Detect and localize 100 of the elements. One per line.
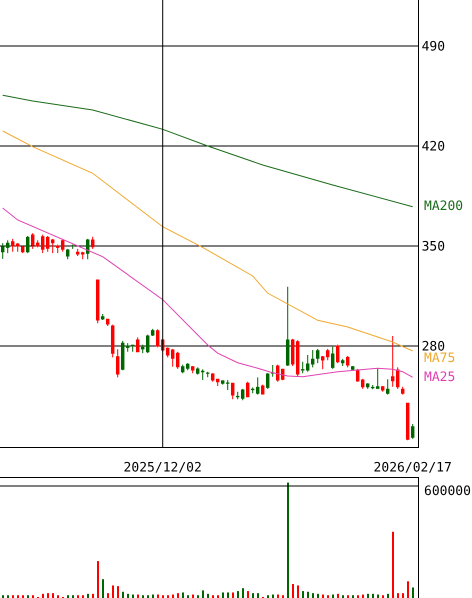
candlestick [96, 280, 100, 324]
series-label: MA25 [424, 370, 456, 385]
bar [197, 595, 199, 598]
bar [12, 595, 14, 598]
bar [317, 594, 319, 598]
bar [292, 584, 294, 598]
bar [167, 595, 169, 598]
bar [112, 585, 114, 598]
bar [77, 595, 79, 598]
bar [57, 595, 59, 598]
candlestick [26, 236, 30, 254]
candlestick [350, 366, 354, 371]
bar [267, 595, 269, 598]
bar [42, 594, 44, 598]
bar [162, 595, 164, 598]
bar [182, 592, 184, 598]
bar [342, 595, 344, 598]
y-tick-label: 490 [422, 40, 446, 55]
bar [87, 594, 89, 598]
bar [277, 594, 279, 598]
bar [247, 591, 249, 598]
bar [222, 592, 224, 598]
bar [217, 595, 219, 598]
bar [192, 594, 194, 598]
candlestick [150, 328, 154, 336]
bar [387, 594, 389, 598]
candlestick [266, 372, 270, 390]
bar [47, 593, 49, 598]
bar [407, 581, 409, 598]
bar [17, 595, 19, 598]
bar [312, 593, 314, 598]
candlestick [70, 244, 74, 250]
candlestick [286, 286, 290, 366]
bar [382, 595, 384, 598]
bar [127, 594, 129, 598]
candlestick [246, 381, 250, 398]
candlestick [190, 366, 194, 374]
bar [377, 594, 379, 598]
candlestick [410, 424, 414, 440]
candlestick [270, 364, 274, 378]
bar [322, 594, 324, 598]
bar [362, 594, 364, 598]
bar [307, 592, 309, 598]
bar [187, 595, 189, 598]
text: 600000 [424, 484, 471, 499]
bar [32, 595, 34, 598]
bar [82, 595, 84, 598]
bar [327, 595, 329, 598]
y-tick-label: 350 [422, 240, 446, 255]
bar [337, 594, 339, 598]
x-tick-label: 2025/12/02 [124, 460, 202, 476]
candlestick [386, 378, 390, 396]
line-series [2, 208, 414, 378]
bar [357, 595, 359, 598]
bar [212, 595, 214, 598]
bar [297, 585, 299, 598]
candlestick [346, 356, 350, 368]
bar [142, 595, 144, 598]
x-tick-label: 2026/02/17 [374, 460, 452, 476]
bar [272, 594, 274, 598]
bar [122, 592, 124, 598]
bar [117, 586, 119, 598]
bar [367, 594, 369, 598]
bar [97, 561, 99, 598]
candlestick [86, 238, 90, 260]
bar [237, 591, 239, 598]
candlestick [110, 324, 114, 358]
candlestick [66, 248, 70, 260]
bar [7, 595, 9, 598]
bar [207, 594, 209, 598]
bar [52, 593, 54, 598]
bar [227, 592, 229, 598]
candlestick [366, 382, 370, 390]
bar [177, 593, 179, 598]
bar [347, 595, 349, 598]
bar [152, 594, 154, 598]
bar [2, 595, 4, 598]
candlestick [230, 382, 234, 400]
bar [27, 595, 29, 598]
bar [352, 595, 354, 598]
bar [67, 595, 69, 598]
bar [252, 593, 254, 598]
bar [332, 594, 334, 598]
bar [132, 594, 134, 598]
bar [302, 591, 304, 598]
candlestick [380, 386, 384, 392]
candlestick [400, 386, 404, 396]
bar [157, 594, 159, 598]
candlestick [90, 236, 94, 250]
series-label: MA75 [424, 351, 456, 366]
bar [242, 588, 244, 598]
line-series [2, 94, 414, 208]
y-tick-label: 420 [422, 140, 446, 155]
bar [232, 592, 234, 598]
candlestick [316, 348, 320, 364]
candlestick [260, 384, 264, 396]
candlestick [136, 336, 140, 352]
candlestick [206, 371, 210, 378]
line-series [2, 130, 414, 352]
bar [72, 595, 74, 598]
